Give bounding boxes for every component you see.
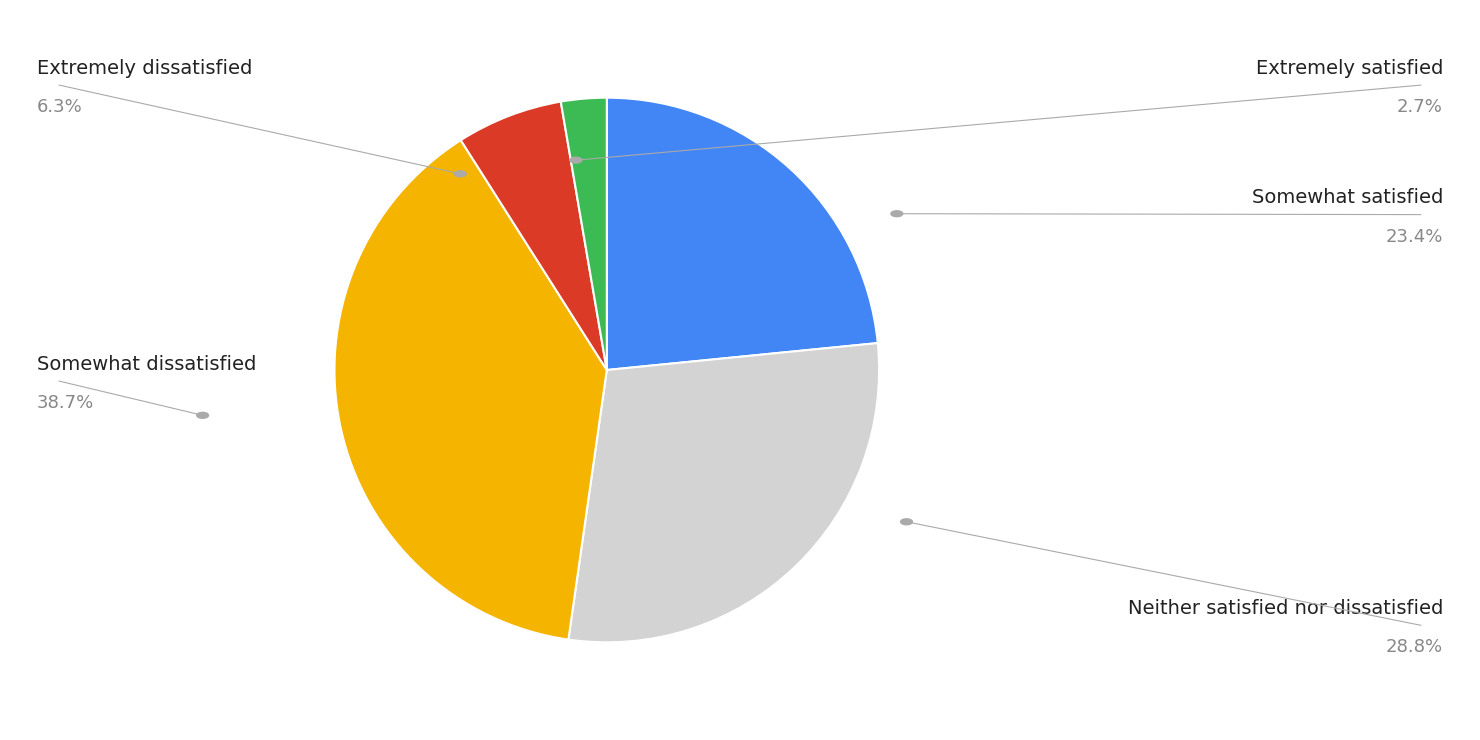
Text: Somewhat satisfied: Somewhat satisfied bbox=[1252, 188, 1443, 207]
Text: Somewhat dissatisfied: Somewhat dissatisfied bbox=[37, 354, 256, 374]
Text: 38.7%: 38.7% bbox=[37, 394, 95, 412]
Wedge shape bbox=[334, 140, 607, 639]
Wedge shape bbox=[460, 101, 607, 370]
Wedge shape bbox=[607, 98, 878, 370]
Wedge shape bbox=[568, 343, 879, 642]
Text: 6.3%: 6.3% bbox=[37, 98, 83, 116]
Text: 23.4%: 23.4% bbox=[1385, 228, 1443, 246]
Text: 28.8%: 28.8% bbox=[1385, 639, 1443, 656]
Text: Extremely satisfied: Extremely satisfied bbox=[1255, 58, 1443, 78]
Text: Extremely dissatisfied: Extremely dissatisfied bbox=[37, 58, 253, 78]
Wedge shape bbox=[561, 98, 607, 370]
Text: 2.7%: 2.7% bbox=[1397, 98, 1443, 116]
Text: Neither satisfied nor dissatisfied: Neither satisfied nor dissatisfied bbox=[1128, 599, 1443, 618]
